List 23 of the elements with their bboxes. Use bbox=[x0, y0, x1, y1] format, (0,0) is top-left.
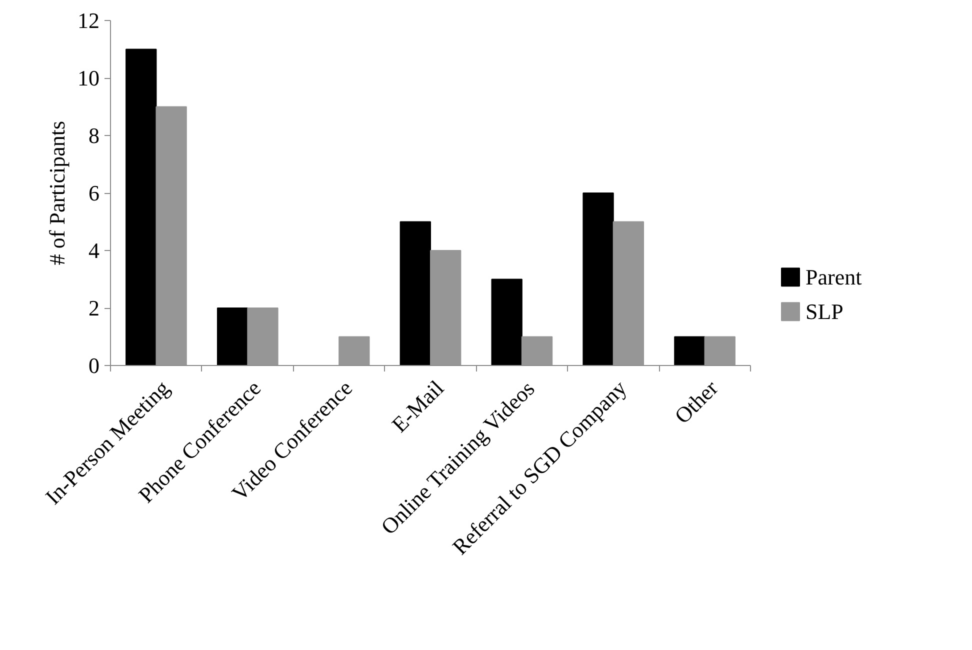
bar bbox=[247, 308, 278, 366]
bar bbox=[674, 336, 706, 366]
y-tick-label: 6 bbox=[88, 180, 100, 206]
bar bbox=[430, 250, 462, 366]
legend-label: SLP bbox=[806, 299, 844, 324]
y-tick-label: 4 bbox=[88, 238, 100, 263]
bar bbox=[582, 192, 614, 366]
bar bbox=[521, 336, 553, 366]
y-tick-label: 12 bbox=[78, 8, 100, 33]
bar bbox=[612, 221, 644, 366]
bar bbox=[216, 308, 248, 366]
bar bbox=[338, 336, 370, 366]
y-tick-label: 0 bbox=[88, 353, 100, 378]
bar bbox=[126, 48, 157, 366]
y-axis-title: # of Participants bbox=[44, 120, 70, 266]
y-tick-label: 8 bbox=[88, 123, 100, 148]
legend-label: Parent bbox=[806, 264, 862, 290]
y-tick-label: 10 bbox=[78, 66, 100, 90]
bar bbox=[491, 278, 522, 366]
y-tick-label: 2 bbox=[88, 296, 100, 320]
bar bbox=[704, 336, 736, 366]
bar bbox=[156, 106, 187, 366]
bar bbox=[400, 221, 431, 366]
